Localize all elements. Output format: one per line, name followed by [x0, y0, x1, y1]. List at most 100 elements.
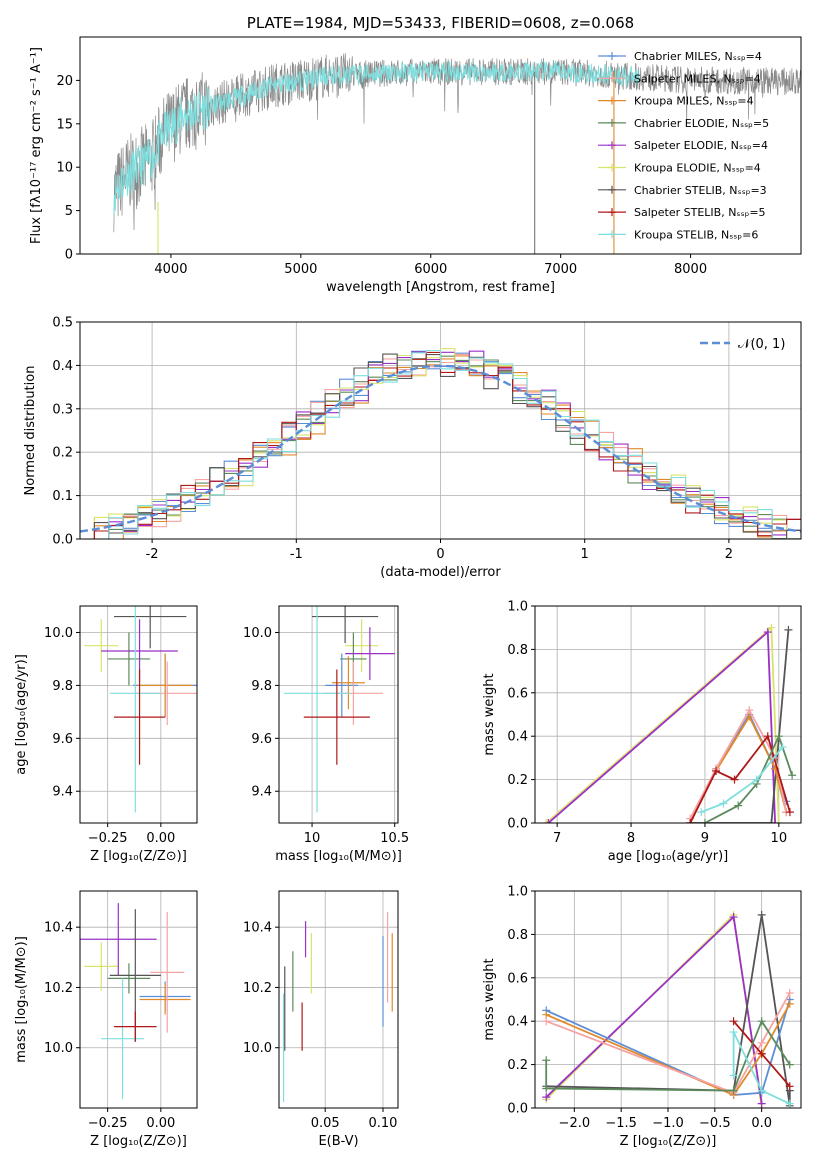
age_vs_Z-xtick-label: 0.00	[146, 831, 175, 846]
weight_vs_Z-series-line	[545, 992, 791, 1094]
weight_vs_Z-series-line	[545, 1003, 791, 1097]
mass_vs_ebv-xtick-label: 0.10	[369, 1116, 398, 1131]
legend-entry: Kroupa ELODIE, Nₛₛₚ=4	[634, 162, 761, 175]
mass_vs_Z-ylabel: mass [log₁₀(M/M⊙)]	[14, 936, 29, 1063]
mass_vs_ebv-xtick-label: 0.05	[311, 1116, 340, 1131]
age_vs_mass-errorbar	[312, 606, 379, 644]
residuals-ytick-label: 0.2	[52, 446, 73, 461]
mass_vs_Z-axes: −0.25 0.00 10.0 10.2 10.4 Z [log₁₀(Z/Z⊙)] mass…	[14, 890, 198, 1149]
age_vs_mass-errorbar	[345, 627, 395, 681]
age_vs_Z-errorbar	[137, 653, 193, 718]
mass_vs_Z-errorbar	[84, 942, 119, 991]
legend-marker	[608, 141, 616, 150]
weight_vs_Z-series-point	[785, 1099, 794, 1108]
gaussian-curve	[80, 364, 801, 533]
weight_vs_age-xtick-label: 10	[771, 831, 788, 846]
age_vs_Z-axes: −0.25 0.00 9.4 9.6 9.8 10.0 Z [log₁₀(Z/Z⊙)] age…	[14, 605, 198, 864]
weight_vs_age-ytick-label: 0.0	[507, 817, 528, 832]
age_vs_mass-xtick-label: 10.5	[380, 831, 409, 846]
mass_vs_Z-ytick-label: 10.2	[44, 981, 73, 996]
weight_vs_age-series-point	[542, 819, 551, 823]
spectrum-model-line	[113, 60, 640, 215]
weight_vs_Z-xtick-label: −1.5	[605, 1116, 637, 1131]
mass_vs_ebv-plot-area	[283, 912, 393, 1102]
age_vs_Z-errorbar	[84, 619, 119, 673]
mass_vs_Z-errorbar	[107, 963, 151, 994]
spectrum-ylabel: Flux [fλ10⁻¹⁷ erg cm⁻² s⁻¹ A⁻¹]	[29, 47, 44, 244]
weight_vs_age-series-point	[767, 819, 776, 823]
age_vs_Z-ylabel: age [log₁₀(age/yr)]	[14, 654, 29, 775]
legend-entry: Chabrier STELIB, Nₛₛₚ=3	[634, 184, 767, 197]
age_vs_Z-plot-area	[84, 606, 197, 813]
weight_vs_Z-xtick-label: −1.0	[652, 1116, 684, 1131]
weight_vs_age-series-point	[686, 819, 695, 823]
weight_vs_age-series-point	[767, 623, 776, 632]
weight_vs_Z-xtick-label: −0.5	[699, 1116, 731, 1131]
weight_vs_Z-series-point	[542, 1093, 551, 1102]
mass_vs_ebv-frame	[278, 890, 399, 1109]
mass_vs_Z-errorbar	[150, 912, 185, 1033]
weight_vs_age-series-point	[734, 801, 743, 810]
age_vs_mass-errorbar	[283, 606, 351, 813]
spectrum-legend: Chabrier MILES, Nₛₛₚ=4 Salpeter MILES, Nₛ…	[598, 50, 769, 241]
weight_vs_Z-xlabel: Z [log₁₀(Z/Z⊙)]	[620, 1134, 717, 1149]
age_vs_mass-plot-area	[283, 606, 395, 813]
weight_vs_Z-xtick-label: 0.0	[751, 1116, 772, 1131]
weight_vs_Z-series-point	[757, 1017, 766, 1026]
age_vs_Z-frame	[79, 605, 198, 824]
weight_vs_Z-series-point	[785, 999, 794, 1008]
age_vs_mass-xlabel: mass [log₁₀(M/M⊙)]	[275, 849, 402, 864]
legend-entry: Salpeter ELODIE, Nₛₛₚ=4	[634, 139, 768, 152]
legend-marker	[608, 96, 616, 105]
age_vs_Z-errorbar	[114, 606, 187, 649]
weight_vs_age-series-point	[774, 732, 783, 741]
spectrum-ytick-label: 5	[65, 204, 73, 219]
weight_vs_age-series-point	[745, 706, 754, 715]
residuals-xtick-label: -1	[290, 547, 303, 562]
mass_vs_Z-errorbar	[114, 1011, 157, 1042]
weight_vs_Z-series-line	[545, 913, 763, 1108]
weight_vs_Z-series-point	[785, 1082, 794, 1091]
residuals-xlabel: (data-model)/error	[380, 565, 501, 580]
age_vs_mass-ytick-label: 9.4	[251, 785, 272, 800]
age_vs_Z-ytick-label: 9.8	[52, 679, 73, 694]
age_vs_mass-errorbar	[303, 669, 370, 765]
weight_vs_Z-series-point	[729, 913, 738, 922]
mass_vs_Z-xtick-label: 0.00	[146, 1116, 175, 1131]
mass_vs_Z-plot-area	[80, 903, 191, 1099]
age_vs_Z-ytick-label: 9.6	[52, 732, 73, 747]
mass_vs_Z-ytick-label: 10.4	[44, 921, 73, 936]
legend-marker	[608, 74, 616, 83]
weight_vs_Z-ytick-label: 0.8	[507, 928, 528, 943]
residuals-axes: -2 -1 0 1 2 0.0 0.1 0.2 0.3 0.4 0.5 (data-model)/er…	[23, 316, 802, 580]
weight_vs_age-series-point	[544, 819, 553, 823]
age_vs_Z-errorbar	[109, 606, 161, 813]
weight_vs_Z-series-point	[757, 910, 766, 919]
spectrum-ytick-label: 15	[56, 117, 73, 132]
weight_vs_age-series-point	[784, 625, 793, 634]
legend-marker	[608, 52, 616, 60]
weight_vs_Z-series-point	[757, 1038, 766, 1047]
weight_vs_age-series-point	[785, 808, 794, 817]
spectrum-ytick-label: 10	[56, 161, 73, 176]
weight_vs_age-series-point	[763, 732, 772, 741]
legend-marker	[608, 163, 616, 172]
weight_vs_Z-ylabel: mass weight	[482, 958, 497, 1040]
mass_vs_Z-errorbar	[101, 978, 144, 1099]
weight_vs_age-series-point	[719, 799, 728, 808]
weight_vs_age-series-line	[690, 629, 790, 823]
legend-entry: Salpeter STELIB, Nₛₛₚ=5	[634, 206, 766, 219]
age_vs_Z-ytick-label: 10.0	[44, 626, 73, 641]
legend-entry: Chabrier ELODIE, Nₛₛₚ=5	[634, 117, 769, 130]
age_vs_mass-errorbar	[345, 619, 379, 673]
weight_vs_age-series-point	[771, 819, 780, 823]
weight_vs_age-series-point	[730, 775, 739, 784]
weight_vs_Z-series-point	[757, 1099, 766, 1108]
legend-entry: Salpeter MILES, Nₛₛₚ=4	[634, 72, 761, 85]
age_vs_mass-frame	[278, 605, 399, 824]
weight_vs_age-ytick-label: 0.8	[507, 643, 528, 658]
weight_vs_Z-series-line	[545, 999, 791, 1096]
weight_vs_Z-series-point	[542, 1017, 551, 1026]
legend-marker	[608, 118, 616, 127]
